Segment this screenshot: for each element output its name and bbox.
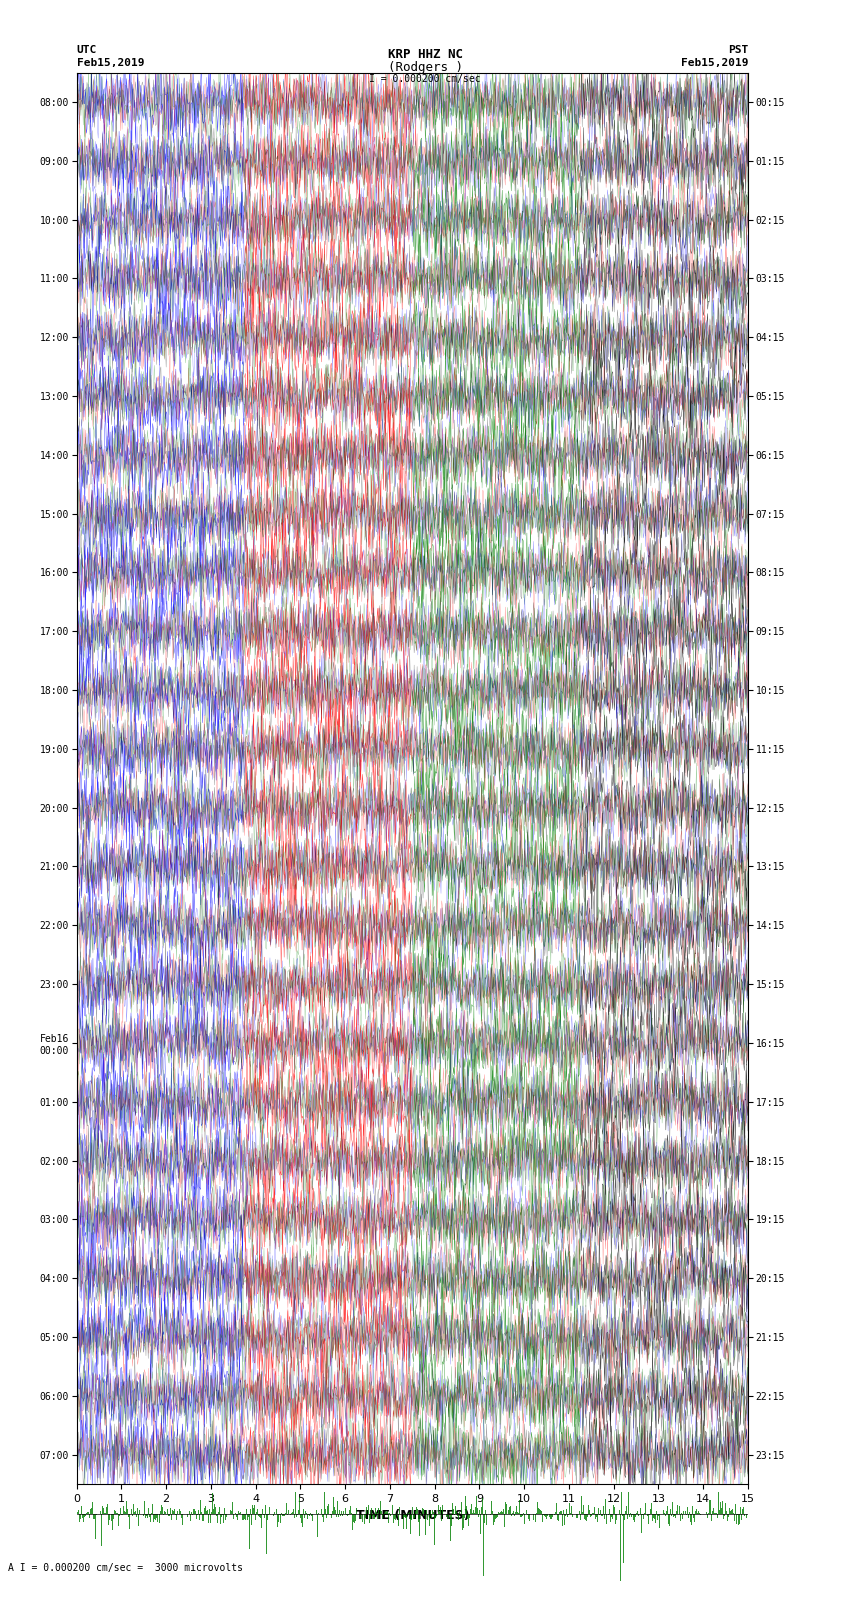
Text: UTC: UTC — [76, 45, 97, 55]
X-axis label: TIME (MINUTES): TIME (MINUTES) — [355, 1510, 469, 1523]
Text: Feb15,2019: Feb15,2019 — [76, 58, 144, 68]
Text: (Rodgers ): (Rodgers ) — [388, 61, 462, 74]
Text: I = 0.000200 cm/sec: I = 0.000200 cm/sec — [369, 74, 481, 84]
Text: A I = 0.000200 cm/sec =  3000 microvolts: A I = 0.000200 cm/sec = 3000 microvolts — [8, 1563, 243, 1573]
Text: Feb15,2019: Feb15,2019 — [681, 58, 748, 68]
Text: KRP HHZ NC: KRP HHZ NC — [388, 48, 462, 61]
Text: PST: PST — [728, 45, 748, 55]
